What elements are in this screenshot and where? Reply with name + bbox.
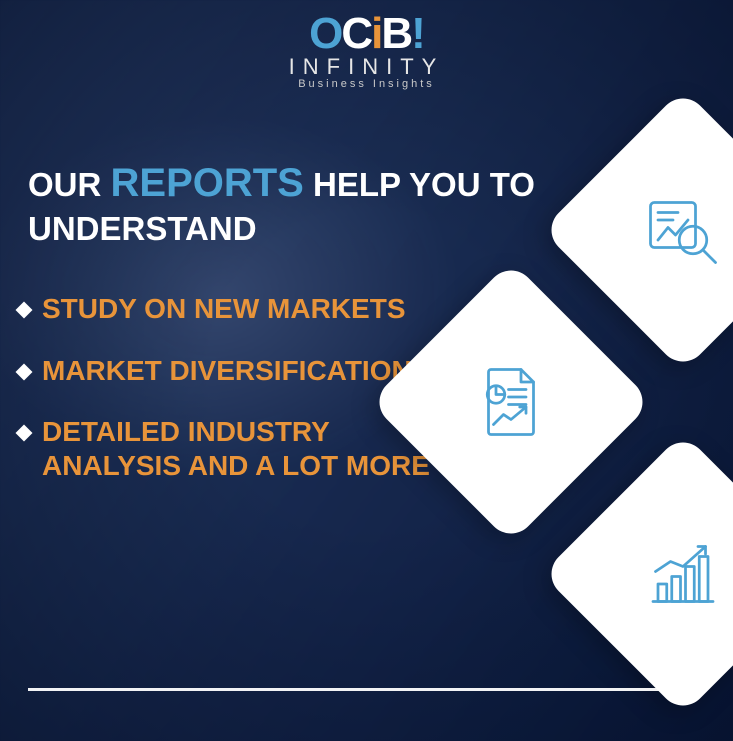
logo-mark: OCiB! bbox=[289, 12, 445, 56]
logo-subtitle: Business Insights bbox=[289, 78, 445, 90]
report-chart-icon bbox=[471, 362, 551, 442]
bar-growth-icon bbox=[643, 534, 723, 614]
bottom-rule bbox=[28, 688, 705, 691]
logo-word: INFINITY bbox=[289, 54, 445, 80]
logo-letter: i bbox=[371, 9, 381, 58]
tile-cluster bbox=[383, 130, 733, 690]
infographic-canvas: OCiB! INFINITY Business Insights OUR REP… bbox=[0, 0, 733, 741]
headline-accent: REPORTS bbox=[111, 161, 304, 205]
logo-letter: B bbox=[381, 9, 411, 58]
logo-letter: C bbox=[341, 9, 371, 58]
brand-logo: OCiB! INFINITY Business Insights bbox=[289, 12, 445, 90]
tile bbox=[370, 261, 653, 544]
logo-letter: O bbox=[309, 9, 341, 58]
logo-letter: ! bbox=[411, 9, 424, 58]
analysis-search-icon bbox=[643, 190, 723, 270]
headline-pre: OUR bbox=[28, 166, 111, 203]
